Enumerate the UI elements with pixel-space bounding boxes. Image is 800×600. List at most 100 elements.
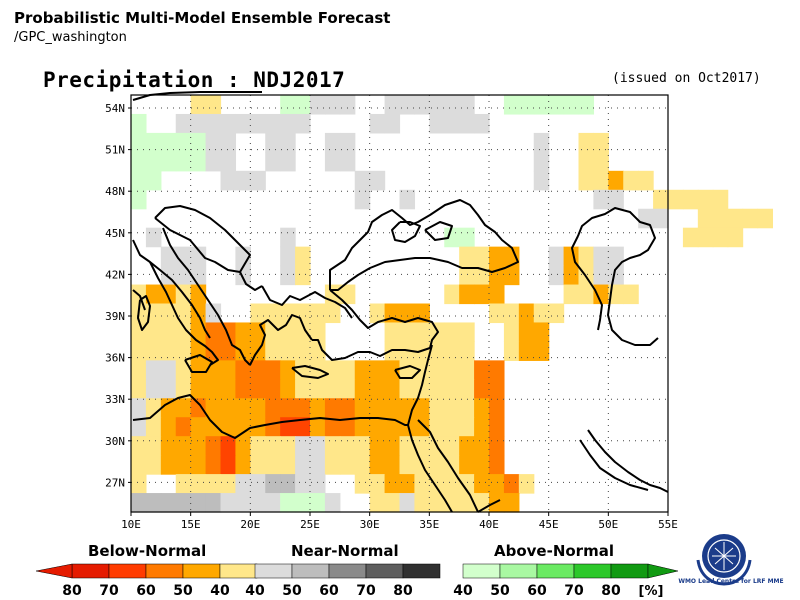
forecast-cell (295, 322, 311, 343)
forecast-cell (489, 284, 505, 305)
figure-subtitle: /GPC_washington (14, 30, 127, 45)
legend-swatch (536, 563, 575, 579)
forecast-cell (205, 493, 222, 513)
forecast-cell (369, 360, 386, 380)
legend-unit: [%] (639, 584, 664, 599)
forecast-cell (533, 322, 550, 343)
forecast-cell (205, 322, 222, 343)
forecast-cell (384, 474, 401, 494)
forecast-cell (131, 455, 147, 475)
forecast-cell (369, 455, 386, 475)
forecast-cell (354, 189, 371, 210)
forecast-cell (474, 417, 490, 437)
forecast-cell (384, 322, 401, 343)
forecast-cell (310, 379, 326, 399)
forecast-cell (295, 417, 311, 437)
legend-tick-label: 80 (62, 583, 82, 599)
forecast-cell (160, 322, 177, 343)
forecast-cell (324, 379, 341, 399)
forecast-cell (131, 417, 147, 437)
forecast-cell (339, 151, 356, 172)
legend-tick-label: 70 (356, 583, 376, 599)
forecast-cell (474, 246, 490, 267)
legend-title-above: Above-Normal (494, 542, 614, 560)
forecast-cell (474, 360, 490, 380)
forecast-cell (220, 493, 237, 513)
forecast-cell (354, 170, 371, 191)
forecast-cell (474, 379, 490, 399)
forecast-cell (205, 379, 222, 399)
forecast-cell (160, 360, 177, 380)
forecast-cell (489, 379, 505, 399)
forecast-cell (190, 455, 207, 475)
longitude-label: 20E (240, 518, 260, 531)
forecast-cell (280, 455, 296, 475)
forecast-cell (414, 398, 430, 418)
forecast-cell (265, 360, 281, 380)
forecast-cell (339, 379, 356, 399)
forecast-cell (623, 170, 639, 191)
legend-swatch (108, 563, 147, 579)
forecast-cell (563, 95, 580, 115)
forecast-cell (220, 170, 237, 191)
forecast-cell (533, 151, 550, 172)
forecast-cell (145, 360, 162, 380)
forecast-cell (310, 455, 326, 475)
forecast-cell (503, 341, 520, 361)
forecast-cell (324, 455, 341, 475)
forecast-cell (384, 341, 401, 361)
legend-tick-label: 60 (319, 583, 339, 599)
forecast-cell (175, 417, 192, 437)
latitude-label: 45N (105, 227, 125, 240)
forecast-cell (608, 170, 624, 191)
forecast-cell (145, 284, 162, 305)
forecast-cell (339, 417, 356, 437)
forecast-cell (131, 170, 147, 191)
forecast-cell (280, 95, 296, 115)
legend-swatch (402, 563, 441, 579)
forecast-cell (131, 113, 147, 134)
forecast-cell (384, 360, 401, 380)
forecast-cell (489, 493, 505, 513)
forecast-cell (265, 455, 281, 475)
forecast-cell (548, 303, 565, 324)
forecast-cell (459, 360, 475, 380)
forecast-cell (175, 341, 192, 361)
forecast-cell (697, 189, 714, 210)
forecast-cell (220, 455, 237, 475)
forecast-cell (295, 246, 311, 267)
forecast-cell (145, 455, 162, 475)
forecast-cell (339, 284, 356, 305)
forecast-cell (280, 303, 296, 324)
forecast-cell (474, 474, 490, 494)
forecast-cell (250, 360, 266, 380)
forecast-cell (727, 208, 744, 229)
forecast-cell (414, 95, 430, 115)
forecast-cell (280, 398, 296, 418)
forecast-cell (638, 208, 654, 229)
forecast-cell (145, 341, 162, 361)
forecast-cell (369, 417, 386, 437)
forecast-cell (369, 398, 386, 418)
forecast-cell (444, 360, 460, 380)
forecast-cell (235, 417, 251, 437)
forecast-cell (384, 379, 401, 399)
forecast-cell (265, 474, 281, 494)
forecast-cell (280, 341, 296, 361)
legend-tick-label: 60 (136, 583, 156, 599)
forecast-cell (235, 170, 251, 191)
forecast-cell (235, 474, 251, 494)
forecast-cell (280, 493, 296, 513)
forecast-cell (593, 284, 609, 305)
forecast-cell (563, 265, 580, 286)
forecast-cell (220, 436, 237, 456)
forecast-cell (533, 95, 550, 115)
forecast-cell (429, 474, 445, 494)
forecast-cell (295, 436, 311, 456)
forecast-cell (459, 455, 475, 475)
forecast-cell (280, 360, 296, 380)
forecast-cell (459, 284, 475, 305)
forecast-cell (175, 474, 192, 494)
forecast-cell (295, 455, 311, 475)
